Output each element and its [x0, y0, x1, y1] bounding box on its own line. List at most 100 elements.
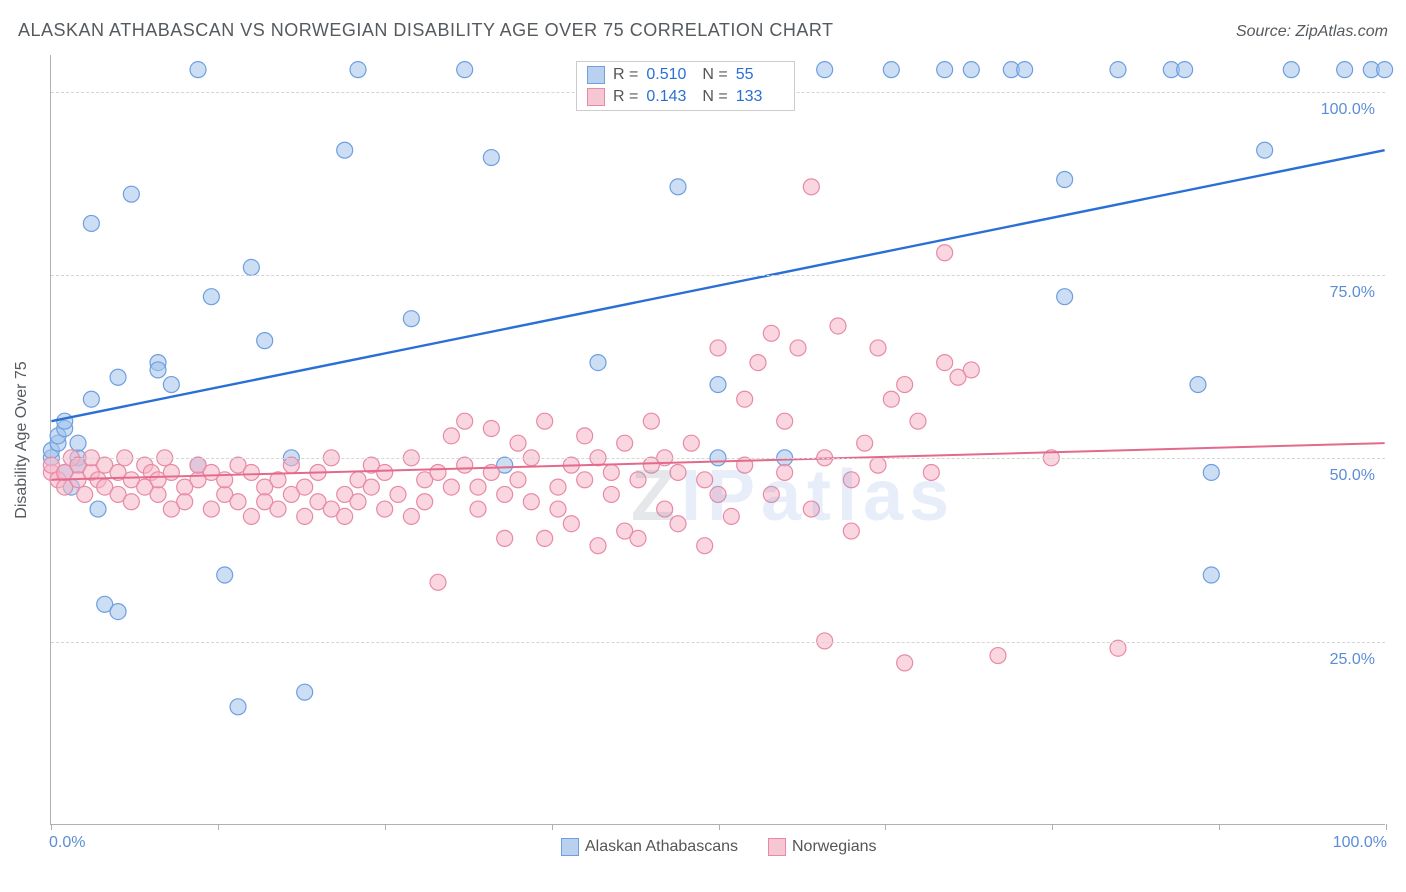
data-point	[897, 377, 913, 393]
data-point	[590, 355, 606, 371]
data-point	[1257, 142, 1273, 158]
data-point	[483, 421, 499, 437]
data-point	[550, 501, 566, 517]
data-point	[1057, 172, 1073, 188]
data-point	[1377, 62, 1393, 78]
data-point	[57, 413, 73, 429]
chart-header: ALASKAN ATHABASCAN VS NORWEGIAN DISABILI…	[18, 20, 1388, 41]
legend-item: Alaskan Athabascans	[561, 838, 738, 856]
data-point	[1203, 464, 1219, 480]
data-point	[110, 369, 126, 385]
legend-label: Alaskan Athabascans	[585, 838, 738, 856]
data-point	[937, 62, 953, 78]
data-point	[577, 428, 593, 444]
data-point	[77, 486, 93, 502]
data-point	[870, 457, 886, 473]
y-axis-label: Disability Age Over 75	[13, 361, 31, 518]
data-point	[177, 494, 193, 510]
data-point	[1283, 62, 1299, 78]
legend-swatch	[561, 838, 579, 856]
data-point	[670, 464, 686, 480]
data-point	[697, 538, 713, 554]
data-point	[737, 457, 753, 473]
data-point	[430, 574, 446, 590]
legend-swatch	[768, 838, 786, 856]
data-point	[470, 479, 486, 495]
stat-n-label: N =	[702, 66, 727, 84]
data-point	[243, 508, 259, 524]
data-point	[803, 501, 819, 517]
stats-legend-row: R =0.143N =133	[587, 88, 784, 106]
stat-r-label: R =	[613, 66, 638, 84]
data-point	[470, 501, 486, 517]
data-point	[350, 62, 366, 78]
data-point	[443, 479, 459, 495]
data-point	[163, 464, 179, 480]
data-point	[390, 486, 406, 502]
data-point	[830, 318, 846, 334]
data-point	[897, 655, 913, 671]
x-tick	[385, 824, 386, 830]
data-point	[377, 501, 393, 517]
data-point	[723, 508, 739, 524]
data-point	[777, 413, 793, 429]
data-point	[550, 479, 566, 495]
data-point	[417, 494, 433, 510]
data-point	[603, 486, 619, 502]
stat-r-value: 0.143	[646, 88, 694, 106]
x-axis-min-label: 0.0%	[49, 834, 85, 852]
legend-swatch	[587, 88, 605, 106]
data-point	[630, 530, 646, 546]
data-point	[457, 62, 473, 78]
data-point	[657, 501, 673, 517]
bottom-legend: Alaskan Athabascans Norwegians	[561, 838, 876, 856]
data-point	[363, 479, 379, 495]
data-point	[483, 150, 499, 166]
data-point	[217, 567, 233, 583]
data-point	[563, 516, 579, 532]
y-tick-label: 100.0%	[1321, 101, 1375, 119]
data-point	[497, 530, 513, 546]
data-point	[537, 530, 553, 546]
data-point	[790, 340, 806, 356]
data-point	[710, 377, 726, 393]
data-point	[763, 486, 779, 502]
data-point	[643, 413, 659, 429]
x-tick	[1052, 824, 1053, 830]
data-point	[870, 340, 886, 356]
x-tick	[218, 824, 219, 830]
data-point	[150, 486, 166, 502]
stats-legend-row: R = 0.510 N = 55	[587, 66, 784, 84]
data-point	[403, 508, 419, 524]
data-point	[457, 457, 473, 473]
gridline	[51, 642, 1385, 643]
legend-item: Norwegians	[768, 838, 876, 856]
stat-n-value: 133	[736, 88, 784, 106]
stat-r-value: 0.510	[646, 66, 694, 84]
stat-r-label: R =	[613, 88, 638, 106]
data-point	[283, 457, 299, 473]
data-point	[497, 486, 513, 502]
data-point	[990, 648, 1006, 664]
data-point	[1190, 377, 1206, 393]
data-point	[83, 215, 99, 231]
y-tick-label: 75.0%	[1330, 284, 1375, 302]
data-point	[857, 435, 873, 451]
data-point	[963, 62, 979, 78]
data-point	[203, 289, 219, 305]
data-point	[697, 472, 713, 488]
gridline	[51, 458, 1385, 459]
data-point	[523, 494, 539, 510]
data-point	[123, 494, 139, 510]
x-tick	[51, 824, 52, 830]
data-point	[163, 377, 179, 393]
trend-line	[51, 443, 1384, 480]
data-point	[803, 179, 819, 195]
data-point	[750, 355, 766, 371]
x-tick	[885, 824, 886, 830]
data-point	[510, 472, 526, 488]
data-point	[1177, 62, 1193, 78]
plot-area: R =0.510N =55R =0.143N =133 ZIPatlas Ala…	[50, 55, 1385, 825]
stat-n-value: 55	[736, 66, 784, 84]
data-point	[843, 523, 859, 539]
